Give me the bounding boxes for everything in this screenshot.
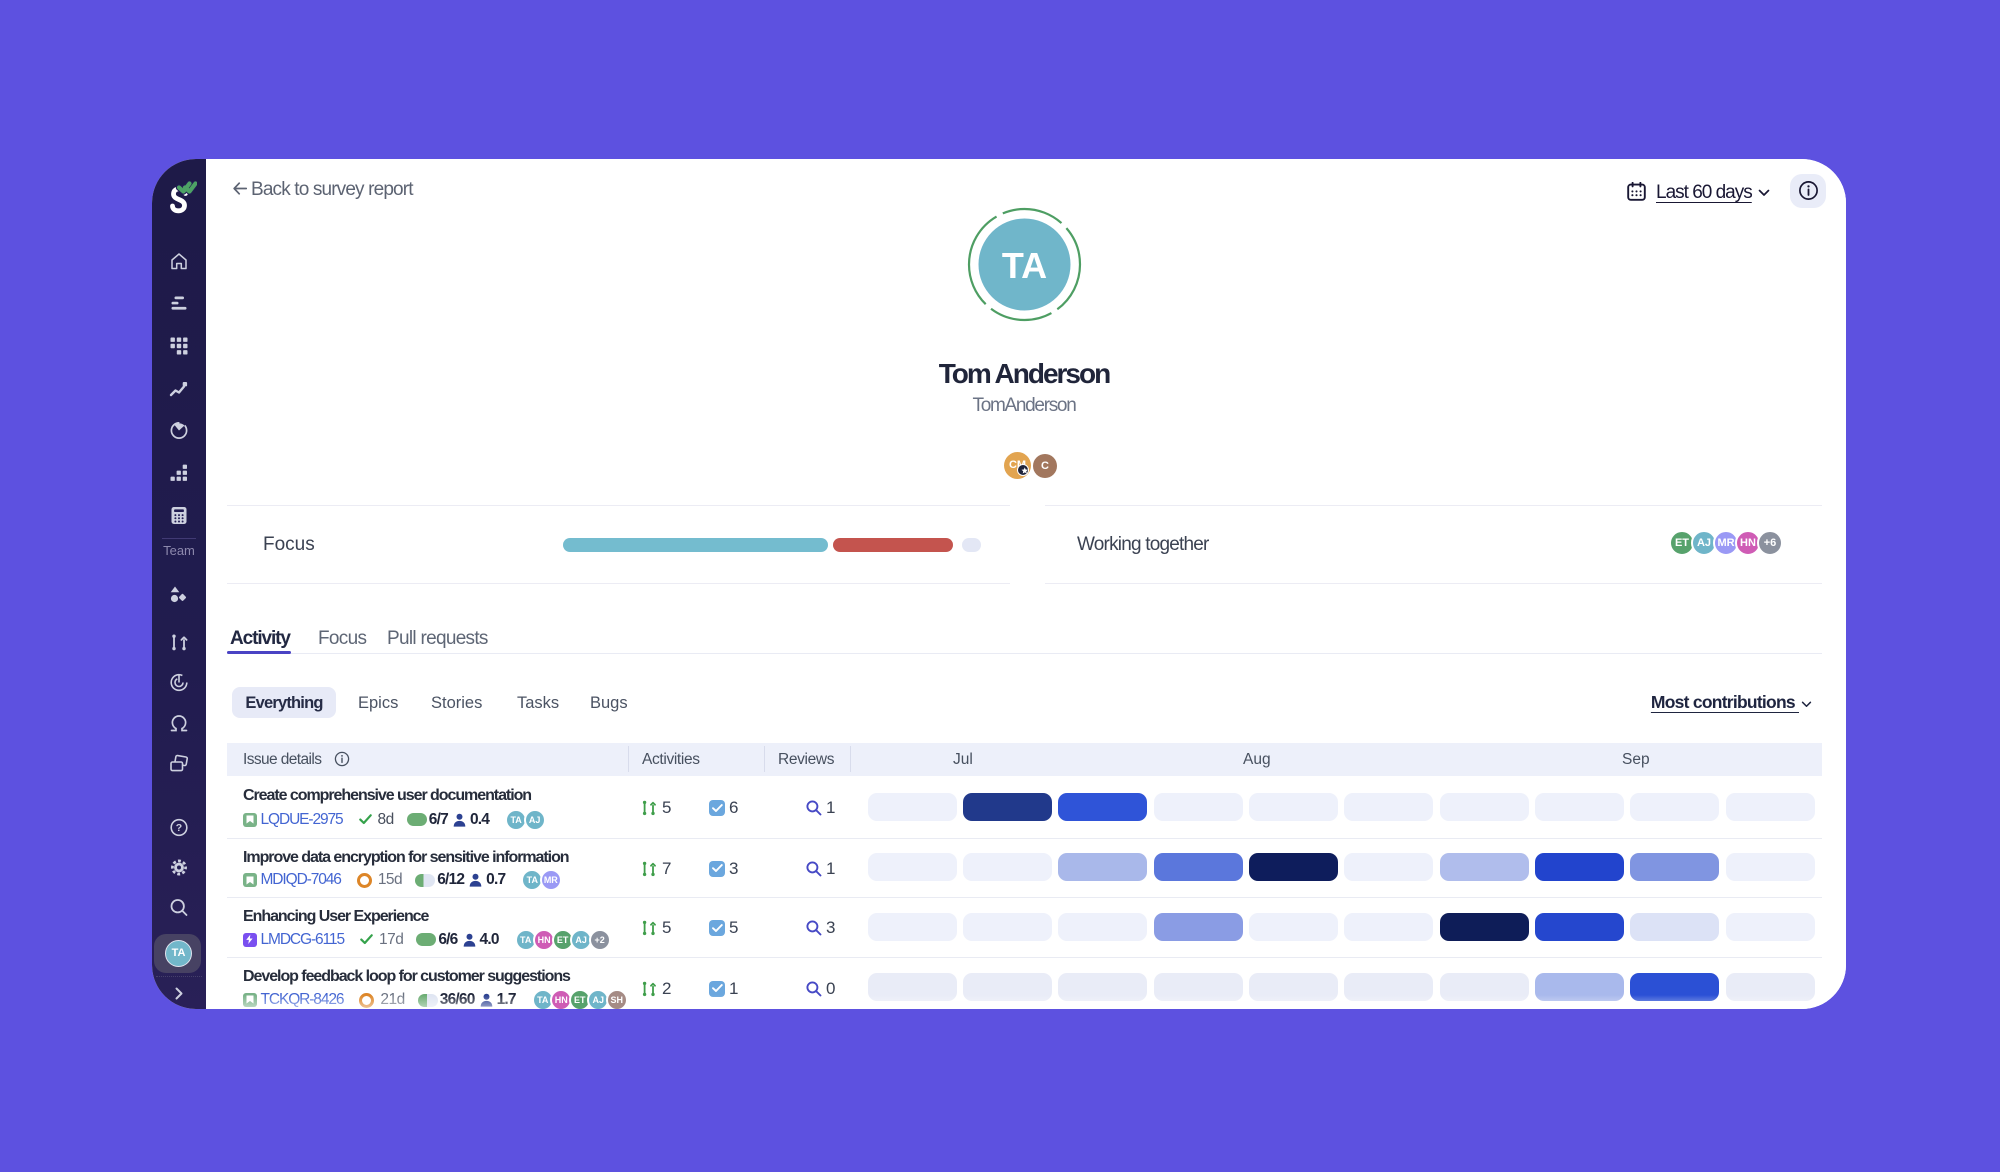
svg-text:?: ? — [176, 822, 182, 834]
svg-text:TA: TA — [1002, 245, 1047, 286]
